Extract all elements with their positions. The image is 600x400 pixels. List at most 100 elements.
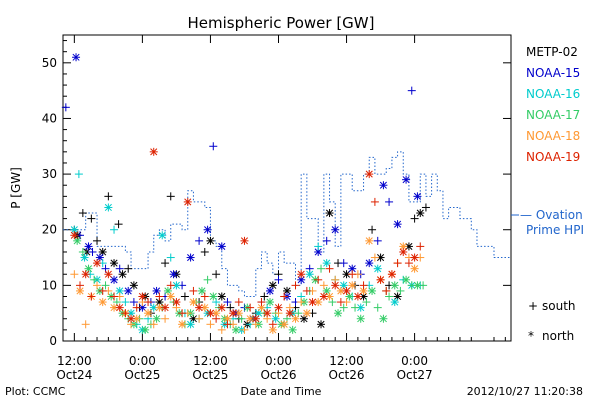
data-point-plus bbox=[212, 314, 221, 323]
y-tick-label: 50 bbox=[42, 56, 57, 70]
data-point-plus bbox=[368, 225, 377, 234]
data-point-plus bbox=[129, 298, 138, 307]
star-d2 bbox=[413, 192, 421, 200]
star-d2 bbox=[394, 292, 402, 301]
data-point-plus bbox=[223, 298, 232, 307]
star-d2 bbox=[255, 309, 263, 317]
data-point-star bbox=[127, 314, 136, 323]
data-point-star bbox=[308, 298, 317, 307]
star-d2 bbox=[317, 320, 325, 328]
star-d2 bbox=[218, 292, 226, 301]
x-tick-label-date: Oct24 bbox=[56, 368, 92, 382]
y-axis-label: P [GW] bbox=[9, 167, 23, 209]
star-d2 bbox=[133, 315, 141, 323]
star-d2 bbox=[374, 265, 382, 273]
data-point-plus bbox=[274, 275, 283, 284]
data-point-star bbox=[379, 181, 388, 190]
star-d2 bbox=[331, 281, 339, 289]
x-tick-label-date: Oct25 bbox=[124, 368, 160, 382]
legend-entry: NOAA-19 bbox=[526, 150, 580, 164]
data-point-plus bbox=[166, 192, 175, 201]
star-d2 bbox=[118, 270, 127, 278]
star-d2 bbox=[402, 276, 410, 284]
star-d2 bbox=[201, 304, 209, 312]
data-point-star bbox=[138, 292, 147, 301]
data-point-plus bbox=[88, 247, 97, 256]
star-d2 bbox=[167, 292, 175, 301]
data-point-star bbox=[288, 325, 297, 334]
star-d2 bbox=[187, 253, 195, 262]
star-d2 bbox=[110, 304, 118, 312]
data-point-star bbox=[104, 203, 113, 212]
star-d2 bbox=[172, 298, 180, 306]
star-d2 bbox=[413, 281, 421, 289]
data-point-plus bbox=[373, 303, 382, 312]
data-point-star bbox=[186, 253, 195, 262]
data-point-plus bbox=[178, 309, 187, 318]
axis-ticks: 0102030405012:00Oct240:00Oct2512:00Oct25… bbox=[42, 35, 511, 382]
data-point-plus bbox=[416, 242, 425, 251]
data-point-star bbox=[169, 270, 178, 279]
data-point-star bbox=[129, 281, 138, 290]
star-d2 bbox=[263, 309, 271, 317]
data-point-star bbox=[70, 231, 79, 240]
data-point-star bbox=[334, 309, 343, 318]
data-point-plus bbox=[189, 286, 198, 295]
star-d2 bbox=[178, 320, 186, 328]
data-point-star bbox=[302, 309, 311, 318]
star-d2 bbox=[164, 287, 172, 295]
data-point-star bbox=[98, 298, 107, 307]
star-d2 bbox=[96, 253, 104, 262]
y-tick-label: 30 bbox=[42, 167, 57, 181]
star-d2 bbox=[337, 287, 345, 295]
data-point-plus bbox=[144, 298, 153, 307]
data-point-star bbox=[410, 264, 419, 273]
data-point-star bbox=[76, 286, 85, 295]
x-tick-label-date: Oct26 bbox=[329, 368, 365, 382]
star-d2 bbox=[394, 220, 402, 228]
data-point-star bbox=[166, 292, 175, 301]
data-point-star bbox=[195, 303, 204, 312]
star-d2 bbox=[308, 298, 317, 306]
data-point-star bbox=[322, 259, 331, 268]
data-point-plus bbox=[195, 314, 204, 323]
legend-model-line1: — Ovation bbox=[520, 208, 583, 222]
star-d2 bbox=[286, 309, 294, 317]
data-point-plus bbox=[339, 259, 348, 268]
legend-entry: NOAA-16 bbox=[526, 87, 580, 101]
data-point-star bbox=[115, 303, 124, 312]
star-d2 bbox=[232, 326, 240, 334]
star-d2 bbox=[70, 226, 78, 234]
data-point-star bbox=[265, 286, 274, 295]
data-point-plus bbox=[396, 286, 405, 295]
star-d2 bbox=[198, 287, 206, 295]
data-point-plus bbox=[149, 320, 158, 329]
data-point-plus bbox=[302, 286, 311, 295]
star-d2 bbox=[320, 292, 328, 301]
star-d2 bbox=[153, 287, 161, 295]
data-point-star bbox=[297, 270, 306, 279]
data-point-star bbox=[183, 197, 192, 206]
star-d2 bbox=[80, 253, 89, 262]
data-point-star bbox=[80, 253, 89, 262]
star-d2 bbox=[342, 287, 351, 295]
star-d2 bbox=[257, 304, 266, 312]
data-point-star bbox=[189, 298, 198, 307]
data-point-star bbox=[161, 303, 170, 312]
data-point-plus bbox=[319, 281, 328, 290]
data-point-plus bbox=[78, 247, 87, 256]
star-d2 bbox=[379, 181, 387, 189]
marker-label: south bbox=[542, 299, 576, 313]
data-point-star bbox=[291, 314, 300, 323]
star-d2 bbox=[303, 309, 311, 317]
star-d2 bbox=[76, 287, 84, 295]
data-point-plus bbox=[351, 303, 360, 312]
footer-timestamp: 2012/10/27 11:20:38 bbox=[467, 385, 583, 398]
x-tick-label-time: 12:00 bbox=[329, 354, 364, 368]
star-d2 bbox=[314, 298, 322, 306]
data-point-star bbox=[209, 292, 218, 301]
star-d2 bbox=[269, 281, 277, 289]
data-point-plus bbox=[110, 225, 119, 234]
star-d2 bbox=[104, 270, 112, 278]
